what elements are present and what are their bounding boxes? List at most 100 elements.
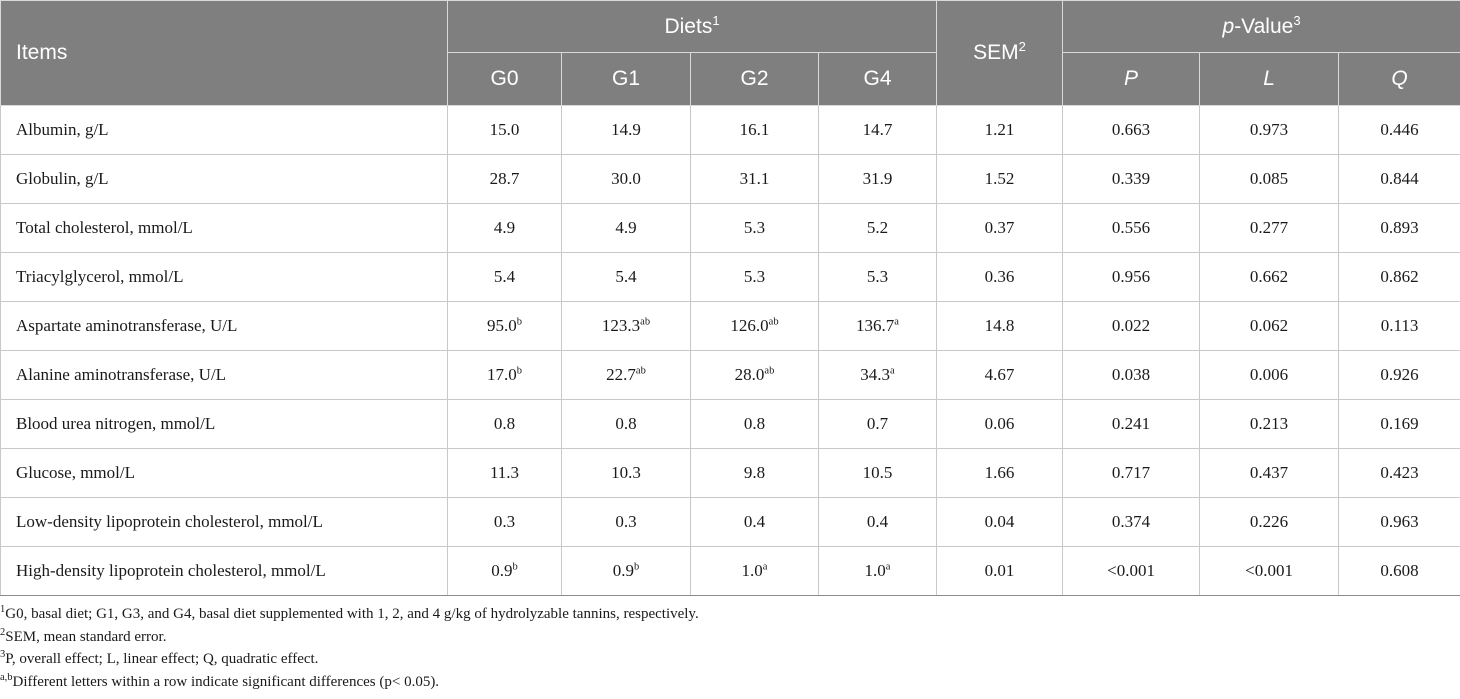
row-item-label: Albumin, g/L <box>0 105 448 155</box>
cell-value: 0.8 <box>493 414 516 433</box>
significance-letter: ab <box>764 365 775 377</box>
header-group-g1: G1 <box>561 52 691 106</box>
cell-g1: 10.3 <box>561 448 691 498</box>
cell-value: 0.3 <box>493 512 516 531</box>
cell-value: 28.7 <box>489 169 520 188</box>
cell-value: 4.9 <box>615 218 637 237</box>
header-group-g0: G0 <box>447 52 562 106</box>
header-diets: Diets1 <box>446 0 938 53</box>
cell-sem: 0.06 <box>936 399 1064 449</box>
footnote: a,bDifferent letters within a row indica… <box>0 671 699 694</box>
cell-value: 126.0 <box>730 316 769 335</box>
cell-value: 14.7 <box>862 120 893 139</box>
footnote-text: SEM, mean standard error. <box>5 628 167 645</box>
cell-value: 95.0 <box>486 316 517 335</box>
cell-value: 5.3 <box>743 267 766 286</box>
cell-l: 0.226 <box>1199 497 1340 547</box>
table-header: Items Diets1 SEM2 p-Value3 G0 G1 G2 G4 P… <box>0 0 1460 106</box>
cell-l: 0.662 <box>1199 252 1340 302</box>
cell-value: 123.3 <box>601 316 641 335</box>
cell-q: 0.608 <box>1338 546 1460 596</box>
cell-g2: 28.0ab <box>690 350 819 400</box>
table-row: Aspartate aminotransferase, U/L 95.0b 123.… <box>0 301 1460 351</box>
significance-letter: b <box>512 561 518 573</box>
cell-value: 5.3 <box>743 218 766 237</box>
header-group-g4: G4 <box>817 52 938 106</box>
cell-sem: 0.37 <box>936 203 1064 253</box>
cell-l: 0.006 <box>1199 350 1340 400</box>
significance-letter: a <box>890 365 895 377</box>
row-item-label: Globulin, g/L <box>0 154 448 204</box>
table-row: High-density lipoprotein cholesterol, mm… <box>0 546 1460 596</box>
cell-value: 16.1 <box>739 120 770 139</box>
significance-letter: ab <box>635 365 646 377</box>
row-item-label: Aspartate aminotransferase, U/L <box>0 301 448 351</box>
cell-g4: 5.3 <box>817 252 938 302</box>
cell-p: 0.374 <box>1062 497 1201 547</box>
table-row: Alanine aminotransferase, U/L 17.0b 22.7ab… <box>0 350 1460 400</box>
header-items: Items <box>0 0 448 106</box>
cell-g0: 4.9 <box>447 203 562 253</box>
significance-letter: ab <box>640 316 651 328</box>
cell-value: 22.7 <box>606 365 636 384</box>
cell-l: 0.213 <box>1199 399 1340 449</box>
cell-value: 4.9 <box>493 218 516 237</box>
cell-value: 14.9 <box>611 120 641 139</box>
cell-value: 17.0 <box>486 365 517 384</box>
cell-q: 0.844 <box>1338 154 1460 204</box>
footnote-text: Different letters within a row indicate … <box>12 673 440 690</box>
cell-g0: 17.0b <box>447 350 562 400</box>
cell-g0: 95.0b <box>447 301 562 351</box>
table-footnotes: 1G0, basal diet; G1, G3, and G4, basal d… <box>0 603 699 693</box>
table-row: Total cholesterol, mmol/L 4.9 4.9 5.3 5.2 0.3… <box>0 203 1460 253</box>
table-row: Blood urea nitrogen, mmol/L 0.8 0.8 0.8 0.7 0… <box>0 399 1460 449</box>
cell-value: 34.3 <box>860 365 891 384</box>
cell-g4: 14.7 <box>817 105 938 155</box>
cell-g1: 0.9b <box>561 546 691 596</box>
footnote: 3P, overall effect; L, linear effect; Q,… <box>0 648 699 671</box>
footnote-marker: 3 <box>0 649 6 660</box>
cell-l: 0.085 <box>1199 154 1340 204</box>
cell-value: 5.2 <box>866 218 889 237</box>
header-sem: SEM2 <box>936 0 1064 106</box>
header-group-g2: G2 <box>690 52 819 106</box>
table-row: Low-density lipoprotein cholesterol, mmo… <box>0 497 1460 547</box>
cell-g2: 31.1 <box>690 154 819 204</box>
table-row: Globulin, g/L 28.7 30.0 31.1 31.9 1.52 0.339 0.… <box>0 154 1460 204</box>
cell-value: 30.0 <box>611 169 641 188</box>
cell-g2: 9.8 <box>690 448 819 498</box>
cell-sem: 0.01 <box>936 546 1064 596</box>
row-item-label: Alanine aminotransferase, U/L <box>0 350 448 400</box>
cell-g1: 0.8 <box>561 399 691 449</box>
footnote-text: G0, basal diet; G1, G3, and G4, basal di… <box>5 606 699 622</box>
cell-g4: 136.7a <box>817 301 938 351</box>
cell-value: 0.7 <box>866 414 889 433</box>
cell-g2: 126.0ab <box>690 301 819 351</box>
significance-letter: a <box>762 561 768 573</box>
cell-value: 1.0 <box>741 561 763 580</box>
cell-value: 136.7 <box>856 316 895 335</box>
cell-value: 5.3 <box>866 267 889 286</box>
cell-sem: 1.52 <box>936 154 1064 204</box>
footnote-marker: a,b <box>0 671 13 683</box>
cell-q: 0.893 <box>1338 203 1460 253</box>
row-item-label: Triacylglycerol, mmol/L <box>0 252 448 302</box>
cell-q: 0.446 <box>1338 105 1460 155</box>
footnote-text: P, overall effect; L, linear effect; Q, … <box>5 651 319 667</box>
cell-p: 0.241 <box>1062 399 1201 449</box>
cell-q: 0.113 <box>1338 301 1460 351</box>
cell-g4: 31.9 <box>817 154 938 204</box>
table-row: Albumin, g/L 15.0 14.9 16.1 14.7 1.21 0.663 0.9… <box>0 105 1460 155</box>
cell-l: 0.973 <box>1199 105 1340 155</box>
cell-p: 0.022 <box>1062 301 1201 351</box>
cell-g2: 5.3 <box>690 252 819 302</box>
cell-g0: 5.4 <box>447 252 562 302</box>
cell-g4: 1.0a <box>817 546 938 596</box>
cell-g0: 0.9b <box>447 546 562 596</box>
significance-letter: a <box>894 316 899 328</box>
header-effect-q: Q <box>1338 52 1460 106</box>
cell-g0: 28.7 <box>447 154 562 204</box>
footnote-marker: 2 <box>0 626 6 638</box>
cell-g1: 4.9 <box>561 203 691 253</box>
cell-g1: 30.0 <box>561 154 691 204</box>
